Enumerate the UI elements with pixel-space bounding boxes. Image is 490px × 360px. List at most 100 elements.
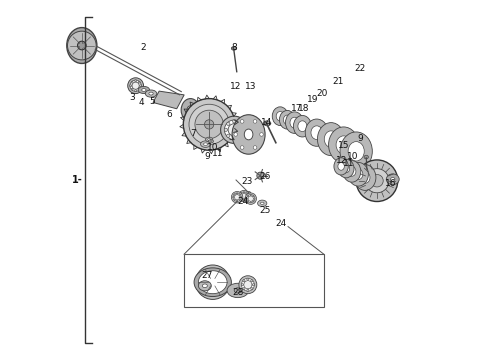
Ellipse shape [138, 86, 149, 94]
Ellipse shape [354, 165, 376, 190]
Ellipse shape [128, 78, 144, 94]
Ellipse shape [354, 169, 363, 180]
Circle shape [239, 134, 242, 138]
Ellipse shape [235, 195, 240, 200]
Ellipse shape [231, 192, 243, 203]
Text: 19: 19 [307, 95, 319, 104]
Circle shape [239, 194, 240, 195]
Ellipse shape [142, 89, 146, 91]
Circle shape [236, 193, 238, 194]
Text: 2: 2 [140, 43, 146, 52]
Circle shape [241, 128, 245, 131]
Ellipse shape [189, 104, 229, 145]
Ellipse shape [272, 107, 288, 126]
Text: 9: 9 [357, 134, 363, 143]
Text: 11: 11 [343, 159, 355, 168]
Ellipse shape [200, 141, 211, 147]
Ellipse shape [386, 174, 399, 185]
Ellipse shape [290, 117, 299, 128]
Circle shape [135, 80, 137, 82]
Circle shape [252, 284, 254, 286]
Circle shape [253, 146, 257, 149]
Circle shape [246, 193, 247, 194]
Circle shape [224, 128, 227, 131]
Circle shape [233, 136, 236, 140]
Ellipse shape [318, 123, 344, 156]
Ellipse shape [239, 276, 257, 294]
Circle shape [252, 195, 254, 197]
Ellipse shape [286, 112, 303, 134]
Circle shape [227, 122, 230, 126]
Circle shape [246, 198, 248, 199]
Text: 14: 14 [261, 118, 272, 127]
Ellipse shape [348, 162, 368, 186]
Ellipse shape [79, 42, 85, 48]
Circle shape [131, 88, 133, 90]
Ellipse shape [334, 158, 348, 175]
Ellipse shape [233, 193, 241, 201]
Ellipse shape [343, 161, 361, 182]
Text: 26: 26 [259, 172, 270, 181]
Text: 21: 21 [333, 77, 344, 86]
Ellipse shape [234, 288, 242, 293]
Ellipse shape [183, 99, 235, 150]
Text: 12: 12 [230, 82, 242, 91]
Circle shape [241, 284, 244, 286]
Ellipse shape [227, 283, 248, 298]
Circle shape [130, 85, 132, 87]
Circle shape [247, 195, 248, 197]
Circle shape [240, 197, 242, 198]
Circle shape [247, 201, 249, 202]
Ellipse shape [228, 124, 241, 136]
Ellipse shape [329, 127, 359, 163]
Ellipse shape [220, 116, 248, 143]
Ellipse shape [208, 278, 217, 287]
Ellipse shape [338, 162, 344, 170]
Text: 9: 9 [204, 152, 210, 161]
Ellipse shape [67, 28, 97, 63]
Ellipse shape [77, 41, 86, 50]
Ellipse shape [391, 177, 395, 181]
Circle shape [234, 199, 235, 201]
Ellipse shape [68, 31, 96, 60]
Text: 6: 6 [167, 110, 172, 119]
Circle shape [234, 133, 238, 136]
Circle shape [135, 90, 137, 91]
Ellipse shape [305, 119, 328, 146]
Ellipse shape [196, 265, 230, 300]
Circle shape [138, 81, 140, 83]
Circle shape [131, 81, 133, 83]
Ellipse shape [79, 42, 85, 49]
Circle shape [140, 85, 142, 87]
Text: 16: 16 [385, 179, 396, 188]
Circle shape [240, 195, 241, 197]
Circle shape [227, 134, 230, 138]
Circle shape [138, 88, 140, 90]
Text: 27: 27 [202, 270, 213, 279]
Ellipse shape [298, 121, 307, 132]
Ellipse shape [260, 202, 264, 204]
Circle shape [243, 192, 245, 193]
Text: 1-: 1- [72, 175, 82, 185]
Ellipse shape [232, 115, 265, 154]
Ellipse shape [276, 112, 284, 121]
Ellipse shape [210, 141, 212, 142]
Circle shape [240, 120, 244, 123]
Text: 18: 18 [298, 104, 310, 113]
Ellipse shape [246, 194, 255, 203]
Circle shape [260, 133, 263, 136]
Text: 13: 13 [245, 82, 256, 91]
Circle shape [243, 199, 245, 201]
Ellipse shape [194, 268, 231, 297]
Ellipse shape [146, 90, 157, 97]
Text: 3: 3 [129, 93, 135, 102]
Ellipse shape [356, 160, 398, 202]
Circle shape [250, 202, 251, 203]
Text: 10: 10 [347, 152, 358, 161]
Circle shape [233, 120, 236, 123]
Text: 15: 15 [338, 141, 349, 150]
Circle shape [250, 194, 251, 196]
Ellipse shape [204, 120, 214, 129]
Ellipse shape [279, 111, 295, 129]
Ellipse shape [340, 132, 372, 171]
